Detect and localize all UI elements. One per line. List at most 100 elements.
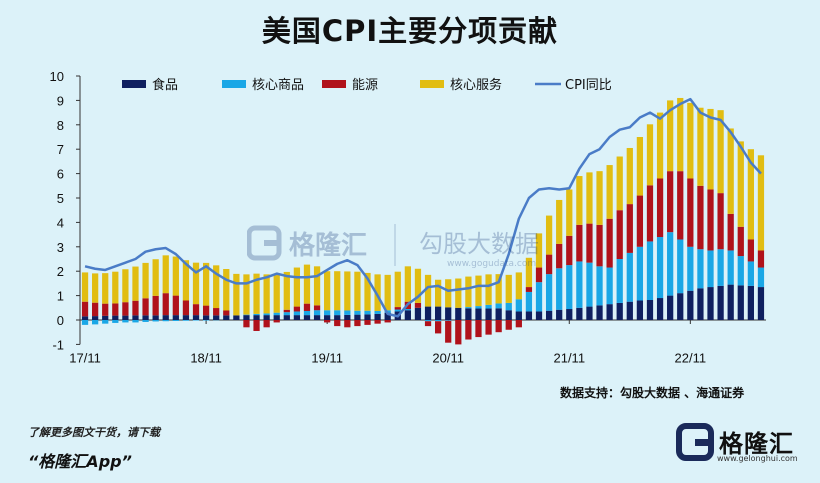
bar-core_services bbox=[616, 156, 623, 211]
bar-food bbox=[243, 315, 250, 320]
bar-core_goods bbox=[102, 320, 109, 324]
bar-core_services bbox=[606, 165, 613, 219]
bar-core_goods bbox=[525, 291, 533, 312]
y-tick-label: 3 bbox=[57, 240, 64, 255]
bar-food bbox=[646, 299, 654, 320]
bar-core_goods bbox=[485, 304, 492, 309]
bar-energy bbox=[243, 320, 250, 328]
bar-core_goods bbox=[273, 312, 280, 316]
legend: 食品 核心商品 能源 核心服务 CPI同比 bbox=[122, 77, 612, 93]
bar-core_goods bbox=[505, 302, 512, 311]
bar-food bbox=[465, 308, 472, 320]
bar-food bbox=[586, 306, 593, 320]
bar-food bbox=[202, 315, 210, 320]
bar-energy bbox=[535, 267, 543, 283]
bar-energy bbox=[192, 304, 200, 316]
bar-core_services bbox=[344, 271, 351, 311]
bar-core_services bbox=[243, 274, 250, 315]
bar-core_goods bbox=[324, 310, 331, 316]
bar-energy bbox=[344, 320, 351, 328]
bar-core_services bbox=[162, 255, 169, 294]
bar-food bbox=[636, 300, 644, 320]
bar-core_goods bbox=[132, 320, 139, 323]
x-tick-label: 20/11 bbox=[432, 350, 464, 365]
y-tick-label: 1 bbox=[57, 289, 64, 304]
bar-energy bbox=[687, 178, 694, 247]
bar-food bbox=[535, 311, 543, 320]
bar-core_services bbox=[354, 271, 361, 311]
y-tick-label: 7 bbox=[57, 142, 64, 157]
bar-core_goods bbox=[566, 265, 573, 310]
bar-food bbox=[475, 308, 482, 320]
bar-energy bbox=[596, 224, 603, 267]
legend-swatch-energy bbox=[322, 80, 346, 88]
bar-food bbox=[334, 315, 341, 320]
bar-energy bbox=[182, 300, 190, 316]
bar-energy bbox=[102, 303, 109, 316]
bar-food bbox=[152, 315, 159, 320]
bar-core_goods bbox=[667, 232, 674, 296]
bar-food bbox=[545, 310, 553, 320]
footer-app-name: “格隆汇App” bbox=[28, 452, 132, 471]
bar-series-group bbox=[81, 97, 765, 345]
bar-energy bbox=[424, 321, 432, 327]
legend-swatch-core_goods bbox=[222, 80, 246, 88]
y-tick-label: -1 bbox=[52, 337, 64, 352]
bar-core_services bbox=[646, 124, 654, 186]
bar-energy bbox=[162, 293, 169, 316]
y-tick-label: 5 bbox=[57, 191, 64, 206]
bar-core_goods bbox=[263, 313, 270, 316]
bar-core_services bbox=[515, 272, 522, 300]
bar-core_services bbox=[374, 274, 381, 311]
bar-core_services bbox=[414, 268, 422, 303]
bar-core_services bbox=[92, 273, 99, 303]
bar-core_goods bbox=[445, 320, 452, 321]
bar-food bbox=[364, 314, 371, 320]
bar-core_services bbox=[404, 266, 411, 302]
bar-core_services bbox=[677, 97, 684, 172]
bar-energy bbox=[626, 204, 633, 253]
bar-core_goods bbox=[162, 320, 169, 322]
bar-core_goods bbox=[354, 310, 361, 315]
bar-food bbox=[283, 315, 290, 320]
bar-core_goods bbox=[576, 261, 583, 308]
bar-core_goods bbox=[596, 266, 603, 306]
bar-food bbox=[81, 316, 89, 320]
bar-food bbox=[485, 308, 492, 320]
bar-core_goods bbox=[606, 267, 613, 305]
bar-food bbox=[223, 315, 230, 320]
bar-energy bbox=[374, 320, 381, 324]
bar-energy bbox=[172, 295, 179, 316]
bar-core_services bbox=[263, 274, 270, 314]
bar-energy bbox=[747, 239, 754, 262]
cpi-line bbox=[84, 97, 762, 318]
bar-energy bbox=[667, 171, 674, 233]
bar-core_services bbox=[717, 110, 724, 194]
bar-food bbox=[344, 314, 351, 320]
bar-food bbox=[273, 315, 280, 320]
bar-core_goods bbox=[757, 267, 765, 288]
x-tick-label: 18/11 bbox=[190, 350, 222, 365]
bar-core_services bbox=[475, 275, 482, 307]
bar-food bbox=[182, 315, 190, 320]
bar-core_services bbox=[485, 274, 492, 305]
bar-energy bbox=[273, 320, 280, 323]
bar-energy bbox=[727, 213, 734, 251]
x-tick-label: 21/11 bbox=[553, 350, 585, 365]
bar-core_services bbox=[313, 266, 321, 306]
bar-core_goods bbox=[293, 311, 301, 316]
bar-food bbox=[717, 285, 724, 320]
bar-food bbox=[253, 315, 260, 320]
bar-core_services bbox=[81, 272, 89, 302]
bar-core_goods bbox=[747, 261, 754, 286]
bar-energy bbox=[313, 305, 321, 311]
bar-core_services bbox=[424, 274, 432, 307]
bar-core_goods bbox=[545, 274, 553, 311]
bar-food bbox=[707, 287, 714, 320]
bar-food bbox=[233, 315, 240, 320]
bar-core_goods bbox=[687, 246, 694, 291]
bar-energy bbox=[445, 320, 452, 343]
bar-energy bbox=[656, 178, 664, 238]
bar-food bbox=[354, 314, 361, 320]
bar-core_goods bbox=[697, 249, 704, 289]
